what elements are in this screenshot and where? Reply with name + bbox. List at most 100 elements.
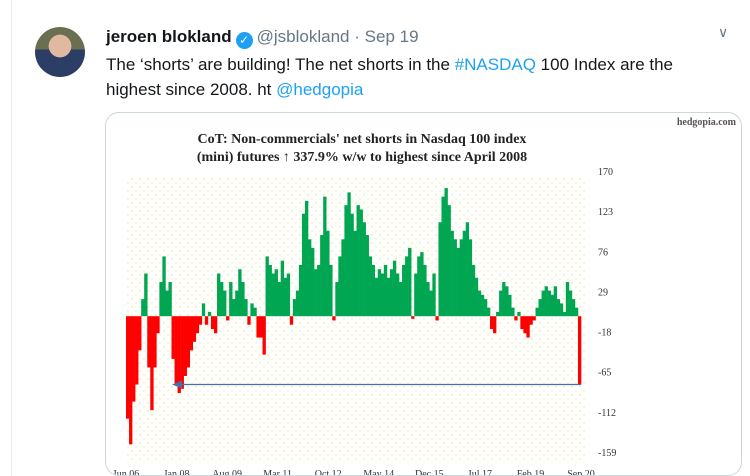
bar — [408, 247, 412, 317]
bar — [192, 316, 197, 342]
bar — [402, 264, 406, 317]
x-tick-label: May 14 — [363, 469, 394, 475]
bar — [383, 264, 388, 317]
bar — [511, 307, 515, 317]
bar — [411, 316, 415, 319]
bar — [283, 277, 288, 317]
bar — [265, 256, 269, 317]
y-tick-label: 170 — [598, 167, 613, 178]
y-tick-label: 76 — [598, 247, 608, 258]
tweet-header: jeroen blokland ✓ @jsblokland · Sep 19 — [106, 27, 419, 49]
bar — [380, 273, 385, 317]
chevron-down-icon[interactable]: ∨ — [718, 24, 729, 40]
bar — [341, 239, 345, 317]
bar — [286, 273, 291, 317]
bar — [156, 316, 160, 334]
x-tick-label: Jan 08 — [164, 469, 190, 475]
avatar[interactable] — [35, 27, 85, 77]
bar — [344, 205, 348, 317]
bar — [502, 282, 506, 317]
bar — [517, 311, 521, 317]
bar — [371, 264, 376, 317]
bar — [226, 316, 230, 321]
bar — [480, 294, 485, 317]
bar — [320, 235, 324, 317]
bar — [423, 264, 427, 317]
bar — [238, 269, 242, 317]
x-tick-label: Dec 15 — [415, 469, 444, 475]
bar — [395, 273, 400, 317]
bar — [462, 230, 467, 317]
bar — [150, 316, 154, 411]
bar — [532, 316, 536, 321]
bar — [168, 282, 172, 317]
bar — [277, 282, 281, 317]
x-tick-label: Jun 06 — [113, 469, 139, 475]
bar — [141, 299, 145, 317]
author-handle[interactable]: @jsblokland — [256, 27, 350, 46]
bar — [547, 290, 551, 317]
bar — [198, 316, 203, 325]
bar — [362, 222, 366, 317]
bar — [171, 316, 175, 359]
x-tick-label: Aug 09 — [212, 469, 242, 475]
bar — [308, 239, 312, 317]
bar — [204, 316, 209, 325]
bar — [486, 307, 491, 317]
bar — [244, 299, 248, 317]
bar — [329, 264, 333, 317]
plot-background — [126, 178, 586, 463]
bar — [256, 316, 260, 338]
bar — [535, 307, 539, 317]
bar — [359, 209, 363, 317]
bar — [529, 316, 533, 325]
bar — [338, 256, 342, 317]
bar — [183, 316, 187, 376]
bar — [438, 222, 442, 317]
tweet-date[interactable]: Sep 19 — [364, 27, 419, 46]
bar — [186, 316, 190, 368]
tweet-text-part: 100 Index are the highest since 2008. ht — [106, 55, 673, 99]
bar — [447, 205, 451, 317]
bar — [250, 303, 254, 317]
bar — [441, 196, 445, 317]
bar — [295, 290, 300, 317]
author-name[interactable]: jeroen blokland — [106, 27, 232, 46]
bar — [477, 290, 482, 317]
bar — [556, 299, 561, 317]
y-tick-label: -65 — [598, 368, 611, 379]
bar — [459, 239, 463, 317]
bar — [180, 316, 184, 389]
bar — [210, 316, 215, 330]
bar — [399, 282, 403, 317]
bar — [505, 286, 509, 317]
bar — [350, 213, 354, 317]
bar — [301, 213, 306, 317]
bar — [232, 299, 236, 317]
bar — [389, 269, 394, 317]
bar — [365, 235, 369, 317]
tweet-text: The ‘shorts’ are building! The net short… — [106, 52, 731, 102]
bar — [129, 316, 133, 445]
bar — [456, 247, 460, 317]
bar — [335, 282, 339, 317]
bar — [523, 316, 527, 334]
bar — [405, 256, 409, 317]
bar — [392, 260, 397, 317]
bar — [132, 316, 136, 402]
mention-link[interactable]: @hedgopia — [276, 80, 364, 99]
bar — [429, 290, 433, 317]
tweet-image[interactable]: hedgopia.com CoT: Non-commercials' net s… — [105, 112, 742, 476]
hashtag-link[interactable]: #NASDAQ — [454, 55, 536, 74]
bar — [347, 192, 351, 317]
bar — [368, 256, 372, 317]
bar — [314, 269, 318, 317]
tweet-text-part: The ‘shorts’ are building! The net short… — [106, 55, 455, 74]
bar — [565, 282, 570, 317]
bar — [147, 316, 151, 368]
bar — [262, 316, 266, 355]
bar — [514, 316, 518, 321]
bar — [483, 299, 488, 317]
arrow-head-icon — [172, 380, 182, 389]
bar — [323, 196, 327, 317]
